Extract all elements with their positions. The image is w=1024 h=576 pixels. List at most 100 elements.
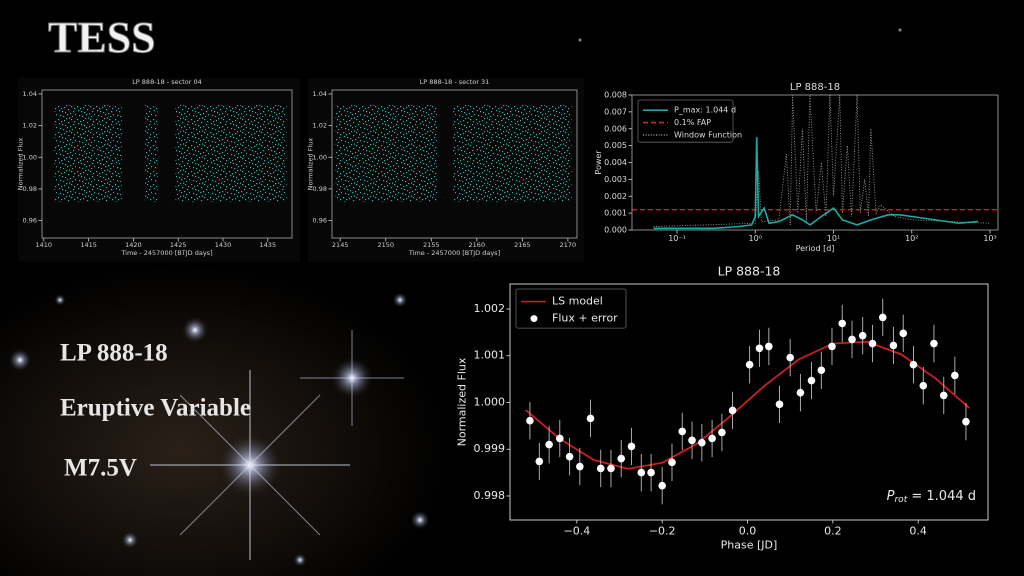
data-point	[555, 434, 564, 443]
plot-area	[54, 105, 287, 202]
x-tick-label: 2160	[469, 241, 486, 249]
y-tick-label: 1.000	[474, 395, 506, 408]
y-tick-label: 0.999	[474, 442, 506, 455]
x-tick-label: 0.4	[909, 525, 927, 538]
data-point	[899, 329, 908, 338]
plot-area	[335, 105, 572, 202]
data-point	[962, 417, 970, 426]
flux-cloud	[54, 105, 122, 202]
starfield	[0, 262, 452, 576]
legend-label: 0.1% FAP	[674, 118, 711, 127]
data-point	[647, 468, 655, 477]
x-tick-label: 10¹	[827, 234, 840, 243]
data-point	[658, 481, 666, 490]
x-tick-label: 2165	[514, 241, 531, 249]
data-point	[817, 366, 826, 375]
data-point	[796, 388, 805, 397]
x-tick-label: 10⁻¹	[668, 234, 686, 243]
data-point	[775, 400, 784, 409]
target-name: LP 888-18	[60, 340, 168, 367]
x-tick-label: 2150	[377, 241, 394, 249]
x-axis-label: Phase [JD]	[721, 538, 778, 551]
data-point	[939, 391, 948, 400]
x-tick-label: 10²	[905, 234, 918, 243]
plot-area	[525, 298, 970, 505]
x-tick-label: 2155	[423, 241, 440, 249]
plot-frame	[631, 94, 999, 231]
chart: LP 888-18 Phase [JD] Normalized Flux −0.4 −0…	[452, 264, 1012, 564]
flux-cloud	[175, 105, 287, 202]
y-tick-label: 1.02	[313, 122, 327, 130]
chart-title: LP 888-18	[790, 82, 840, 93]
x-axis-label: Period [d]	[796, 244, 835, 253]
chart: LP 888-18 - sector 31 Time - 2457000 [BTJ…	[307, 78, 584, 262]
annotation-subscript: rot	[894, 495, 907, 505]
annotation-text: = 1.044 d	[907, 489, 976, 504]
data-point	[858, 331, 867, 340]
data-point	[545, 440, 553, 449]
data-point	[627, 442, 636, 451]
y-tick-label: 1.04	[313, 90, 327, 98]
y-tick-label: 0.008	[604, 91, 627, 100]
series-line	[525, 340, 970, 470]
legend-box	[515, 288, 627, 329]
data-point	[668, 458, 676, 467]
x-tick-label: 1435	[260, 241, 277, 249]
y-tick-label: 0.96	[23, 217, 37, 225]
star-spikes	[150, 330, 404, 560]
x-axis-label: Time - 2457000 [BTJD days]	[408, 249, 500, 257]
data-point	[576, 462, 584, 471]
y-tick-label: 1.00	[23, 153, 37, 161]
data-point	[688, 436, 696, 445]
spectral-type: M7.5V	[64, 455, 137, 482]
data-point	[728, 406, 737, 415]
y-axis-label: Normalized Flux	[307, 138, 315, 191]
plot-frame	[331, 89, 578, 239]
x-tick-label: −0.2	[649, 525, 676, 538]
y-tick-label: 1.04	[23, 90, 37, 98]
data-point	[678, 427, 687, 436]
y-tick-label: 1.001	[474, 349, 506, 362]
y-axis-label: Normalized Flux	[17, 138, 25, 191]
data-point	[755, 344, 764, 353]
data-point	[637, 468, 646, 477]
y-tick-label: 1.00	[313, 153, 327, 161]
x-axis-label: Time - 2457000 [BTJD days]	[120, 249, 212, 257]
x-tick-label: 1410	[36, 241, 53, 249]
y-tick-label: 1.02	[23, 122, 37, 130]
data-point	[596, 464, 605, 473]
data-point	[828, 342, 836, 351]
data-point	[919, 381, 928, 390]
y-tick-label: 0.001	[604, 209, 627, 218]
data-point	[617, 454, 626, 463]
data-point	[786, 353, 794, 362]
data-point	[586, 414, 595, 423]
y-tick-label: 0.98	[23, 185, 37, 193]
data-point	[838, 319, 847, 328]
annotation-symbol: P	[887, 489, 895, 504]
variable-class: Eruptive Variable	[60, 395, 251, 422]
data-point	[607, 464, 615, 473]
flux-cloud	[453, 105, 572, 202]
chart: LP 888-18 - sector 04 Time - 2457000 [BTJ…	[17, 78, 300, 262]
y-tick-label: 0.000	[604, 226, 627, 235]
data-point	[708, 434, 716, 443]
x-tick-label: 10³	[983, 234, 996, 243]
data-point	[565, 452, 574, 461]
data-point	[807, 376, 816, 385]
chart: LP 888-18 Period [d] Power 10⁻¹ 10⁰ 10¹ 10² 10³…	[594, 78, 1012, 262]
x-tick-label: 1415	[80, 241, 97, 249]
x-tick-label: 1430	[215, 241, 232, 249]
y-tick-label: 0.004	[604, 158, 627, 167]
data-point	[535, 457, 544, 466]
y-axis-label: Power	[594, 150, 603, 175]
data-point	[909, 360, 918, 369]
data-point	[698, 438, 706, 447]
y-tick-label: 0.003	[604, 175, 627, 184]
y-axis-label: Normalized Flux	[456, 357, 469, 446]
data-point	[745, 360, 754, 369]
y-tick-label: 0.998	[474, 489, 506, 502]
y-tick-label: 0.98	[313, 185, 327, 193]
series-line	[653, 95, 991, 228]
